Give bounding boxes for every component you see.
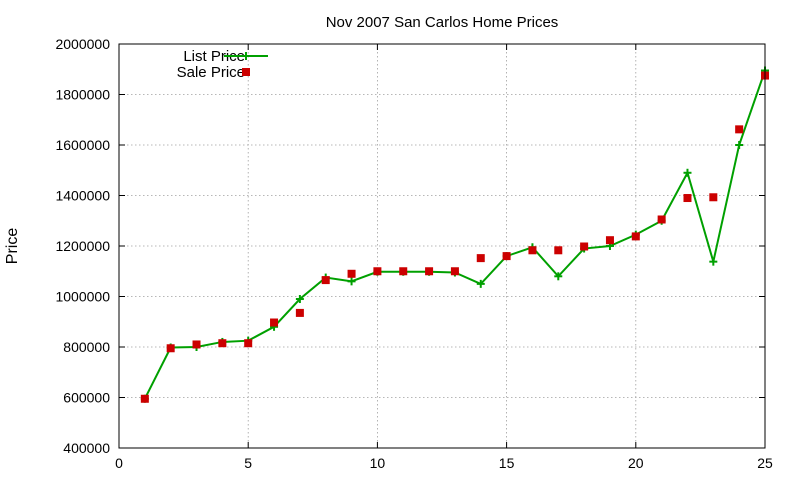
x-tick-label: 5 [244, 455, 252, 471]
sale-price-point [270, 318, 279, 327]
x-tick-label: 25 [757, 455, 773, 471]
y-tick-label: 400000 [63, 440, 110, 456]
grid-lines [119, 44, 765, 448]
y-tick-label: 800000 [63, 339, 110, 355]
x-tick-label: 15 [499, 455, 515, 471]
sale-price-point [321, 276, 330, 285]
sale-price-point [347, 269, 356, 278]
x-tick-label: 20 [628, 455, 644, 471]
sale-price-point [502, 252, 511, 261]
axis-ticks: 400000 600000 800000 1000000 1200000 1400000 1… [55, 36, 773, 471]
legend-label-list-price: List Price [183, 48, 245, 65]
list-price-point [735, 141, 744, 149]
y-tick-label: 1600000 [55, 137, 110, 153]
sale-price-point [192, 340, 201, 349]
sale-price-point [399, 267, 408, 276]
sale-price-point [218, 339, 227, 348]
sale-price-point [450, 267, 459, 276]
list-price-point [476, 279, 485, 288]
sale-price-point [580, 242, 589, 251]
sale-price-point [425, 267, 434, 276]
sale-price-point [166, 344, 175, 353]
sale-price-point [140, 394, 149, 403]
sale-price-point [476, 254, 485, 263]
y-tick-label: 1800000 [55, 87, 110, 103]
list-price-point [709, 257, 718, 266]
legend-marker-list-price [242, 52, 250, 60]
y-tick-label: 1200000 [55, 238, 110, 254]
list-price-point [554, 272, 563, 281]
chart-title: Nov 2007 San Carlos Home Prices [326, 14, 559, 31]
sale-price-point [735, 125, 744, 134]
sale-price-point [709, 193, 718, 202]
legend-marker-sale-price [242, 68, 250, 76]
sale-price-point [605, 236, 614, 245]
x-tick-label: 0 [115, 455, 123, 471]
legend-label-sale-price: Sale Price [177, 64, 245, 81]
y-tick-label: 2000000 [55, 36, 110, 52]
y-tick-label: 600000 [63, 390, 110, 406]
y-axis-label: Price [4, 228, 21, 265]
sale-price-point [244, 339, 253, 348]
list-price-point [683, 168, 692, 177]
x-tick-label: 10 [370, 455, 386, 471]
sale-price-point [528, 246, 537, 255]
sale-price-point [373, 267, 382, 276]
sale-price-point [631, 232, 640, 241]
list-price-point [295, 295, 304, 304]
sale-price-point [295, 308, 304, 317]
sale-price-point [657, 215, 666, 224]
sale-price-point [683, 194, 692, 203]
list-price-line [143, 70, 766, 400]
plot-border [118, 43, 766, 449]
series-layer [140, 66, 769, 403]
y-tick-label: 1400000 [55, 188, 110, 204]
y-tick-label: 1000000 [55, 289, 110, 305]
list-price-point [347, 277, 356, 286]
sale-price-point [554, 246, 563, 255]
